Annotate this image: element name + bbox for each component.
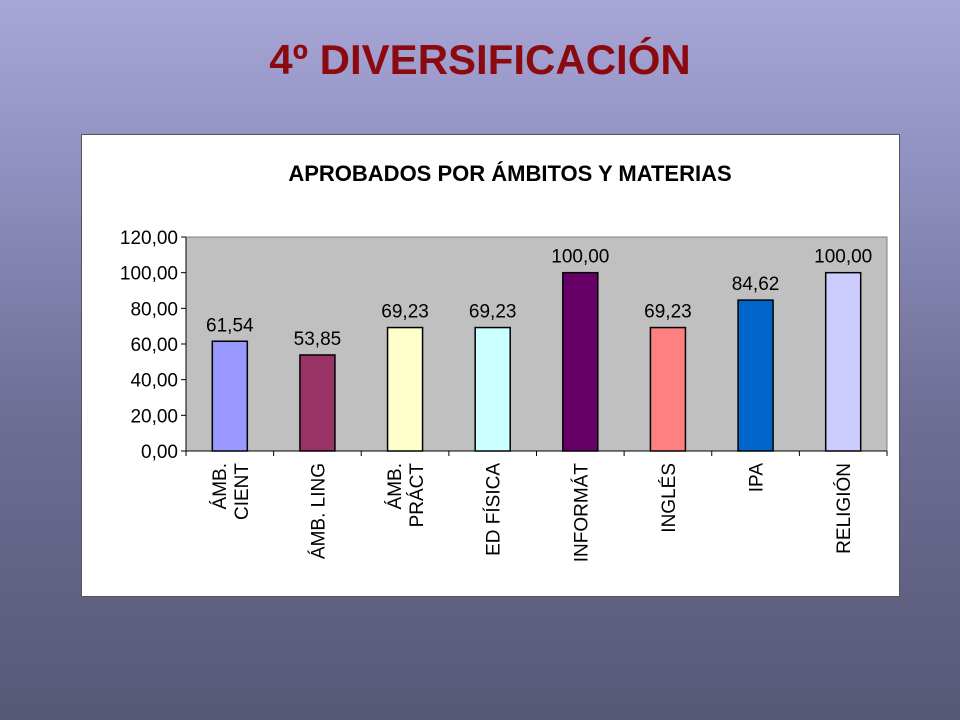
y-tick-label: 120,00 (120, 228, 178, 249)
bar (211, 340, 249, 452)
data-label: 61,54 (206, 315, 254, 336)
x-tick-label: ED FÍSICA (484, 463, 505, 556)
chart-title: APROBADOS POR ÁMBITOS Y MATERIAS (288, 161, 731, 186)
bar (824, 271, 862, 452)
x-tick-label: IPA (747, 463, 768, 493)
chart-panel: APROBADOS POR ÁMBITOS Y MATERIAS 0,00 20,… (81, 134, 900, 597)
bar (737, 299, 774, 452)
x-tick-label-line: ED FÍSICA (484, 463, 505, 556)
x-tick-label: INGLÉS (659, 463, 680, 533)
data-label: 100,00 (814, 247, 872, 268)
x-tick-label-line: ÁMB. LING (308, 463, 329, 559)
bar-chart: APROBADOS POR ÁMBITOS Y MATERIAS 0,00 20,… (120, 161, 888, 563)
x-tick-label-line: IPA (747, 463, 768, 493)
y-tick-label: 80,00 (130, 299, 178, 320)
data-label: 69,23 (644, 302, 692, 323)
y-tick-label: 100,00 (120, 264, 178, 285)
slide-title: 4º DIVERSIFICACIÓN (269, 36, 691, 83)
data-label: 69,23 (469, 302, 517, 323)
x-tick-label-line: INFORMÁT (571, 463, 592, 563)
x-tick-label: ÁMB. PRÁCT (385, 463, 428, 528)
y-tick-label: 0,00 (141, 442, 178, 463)
x-tick-label-line: ÁMB. (385, 463, 406, 509)
bar (299, 354, 336, 452)
x-tick-label-line: RELIGIÓN (833, 463, 855, 554)
bar (386, 326, 424, 452)
y-tick-label: 40,00 (130, 371, 178, 392)
x-tick-label: ÁMB. LING (308, 463, 329, 559)
x-tick-label-line: CIENT (232, 463, 253, 520)
bar (649, 326, 687, 452)
y-tick-label: 20,00 (130, 406, 178, 427)
data-label: 69,23 (381, 302, 429, 323)
data-label: 100,00 (551, 247, 609, 268)
x-tick-label-line: PRÁCT (407, 463, 428, 528)
x-tick-label-line: INGLÉS (659, 463, 680, 533)
y-tick-label: 60,00 (130, 335, 178, 356)
x-tick-label-line: ÁMB. (210, 463, 231, 509)
data-label: 53,85 (294, 329, 342, 350)
x-tick-label: RELIGIÓN (833, 463, 855, 554)
data-label: 84,62 (732, 274, 780, 295)
x-tick-label: ÁMB. CIENT (210, 463, 253, 520)
bar (562, 271, 599, 452)
plot-area (185, 236, 888, 452)
x-tick-label: INFORMÁT (571, 463, 592, 563)
bar (474, 326, 511, 452)
